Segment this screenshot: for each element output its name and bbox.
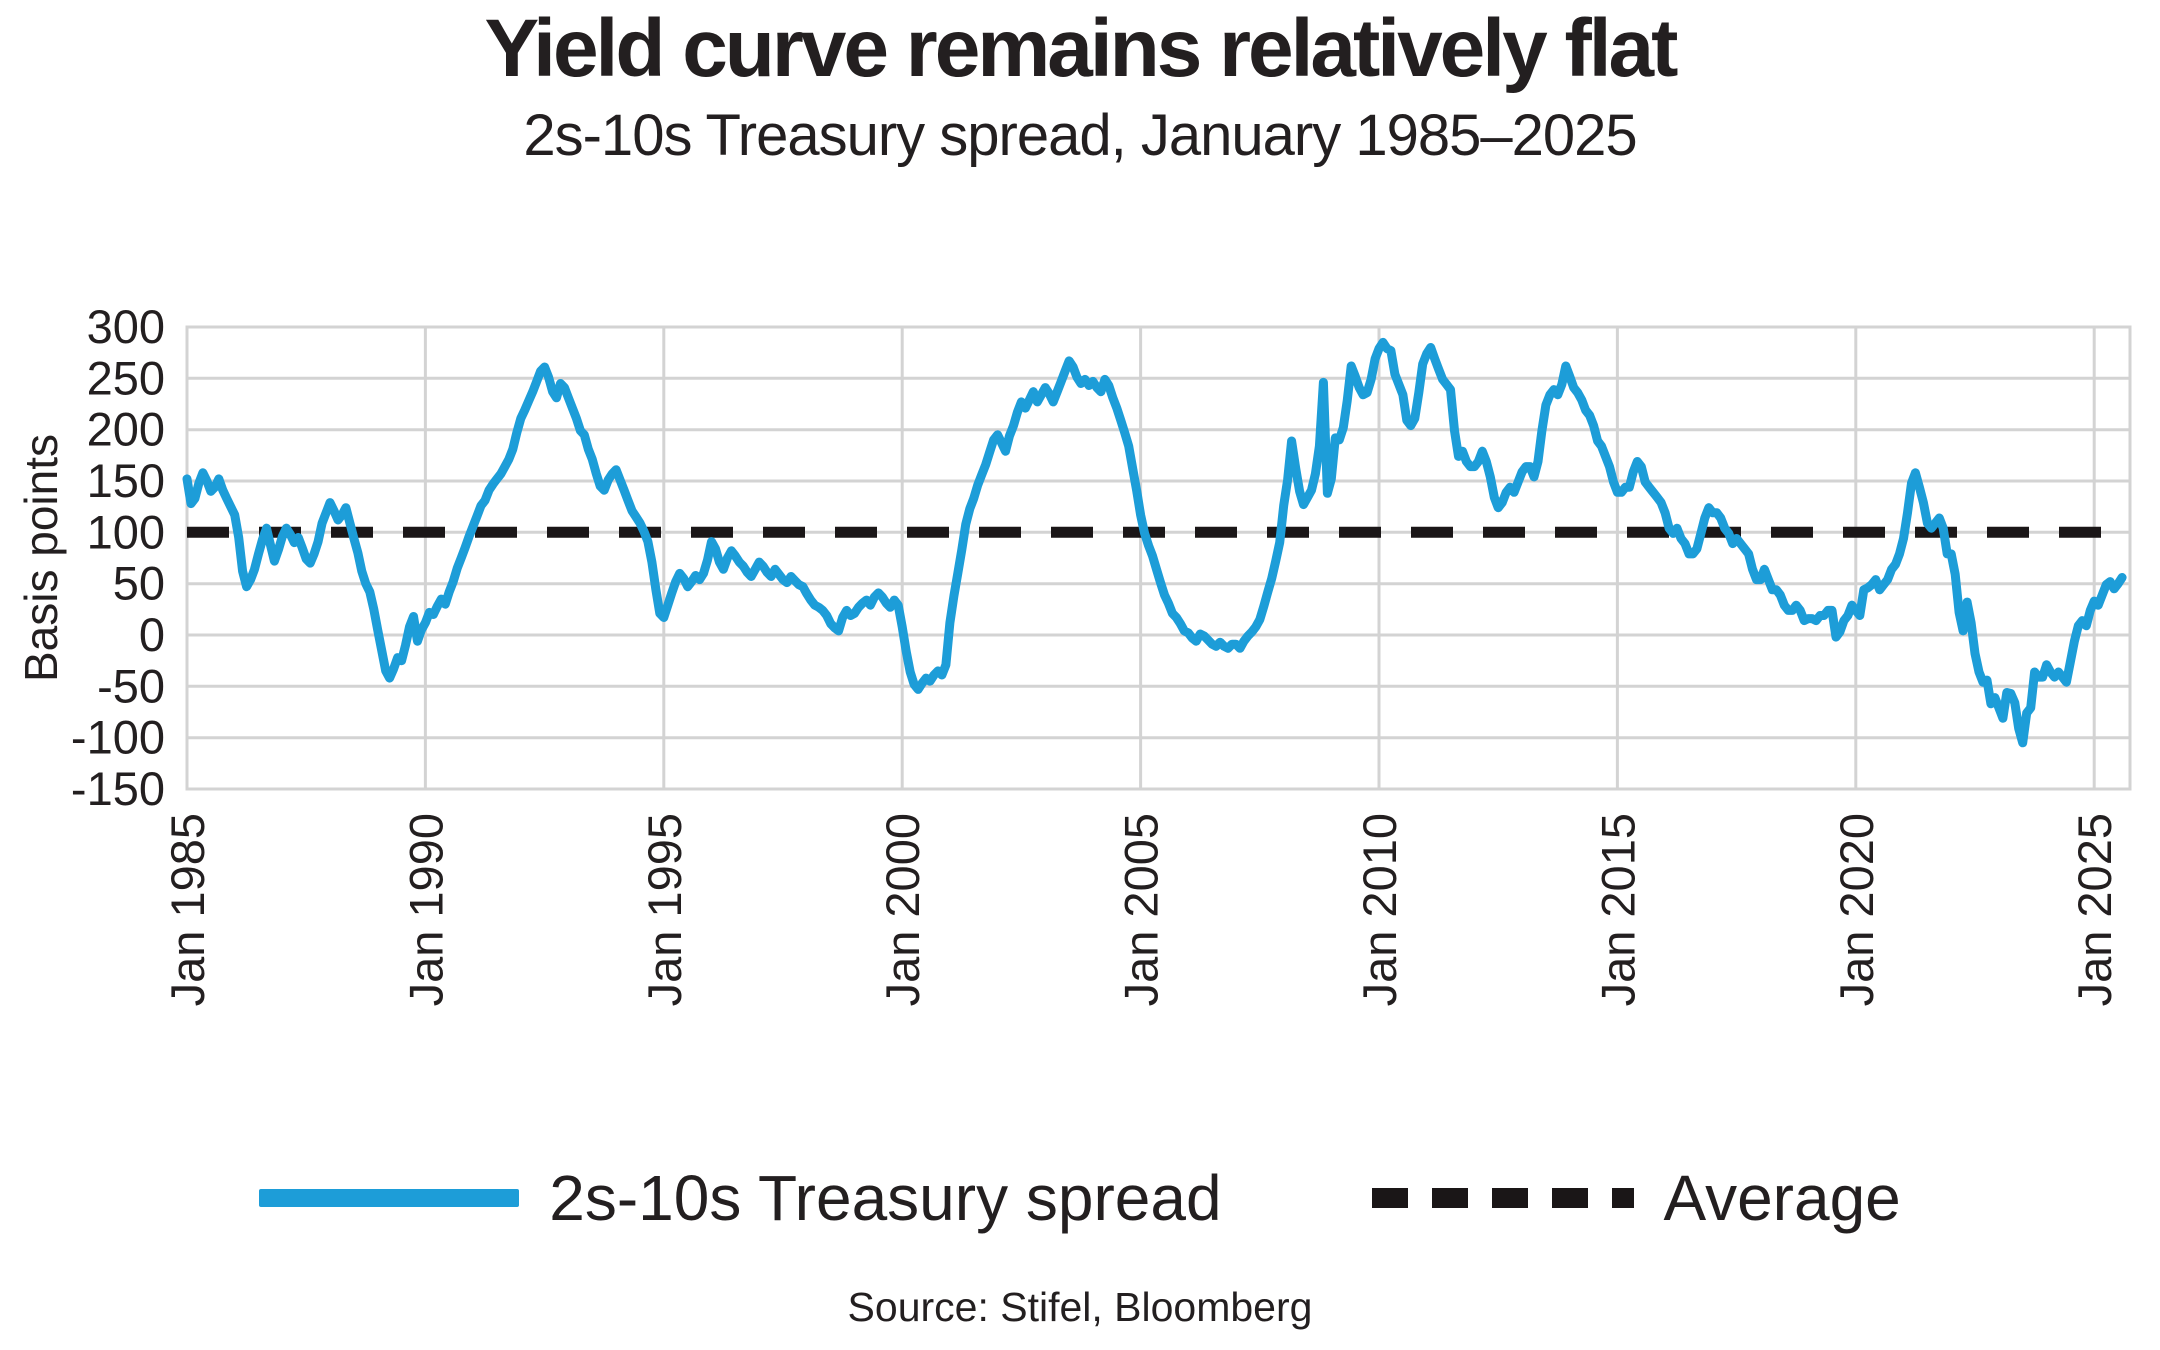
plot-border — [185, 325, 2132, 791]
x-tick-label: Jan 2025 — [2068, 813, 2121, 1006]
x-tick-label: Jan 2010 — [1353, 813, 1406, 1006]
y-tick-label: 200 — [87, 403, 165, 456]
y-tick-label: -50 — [97, 659, 165, 712]
y-tick-label: 50 — [113, 557, 165, 610]
y-tick-label: -150 — [71, 762, 165, 815]
legend: 2s-10s Treasury spread Average — [0, 1148, 2160, 1248]
legend-item-spread: 2s-10s Treasury spread — [259, 1161, 1222, 1235]
x-tick-label: Jan 2000 — [876, 813, 929, 1006]
y-tick-label: 0 — [139, 608, 165, 661]
spread-series-line — [182, 337, 2127, 748]
y-tick-label: 150 — [87, 454, 165, 507]
x-tick-label: Jan 2005 — [1115, 813, 1168, 1006]
average-line-swatch — [1371, 1188, 1634, 1208]
source-note: Source: Stifel, Bloomberg — [847, 1284, 1313, 1330]
x-tick-label: Jan 2020 — [1830, 813, 1883, 1006]
legend-item-average: Average — [1371, 1161, 1901, 1235]
chart-subtitle: 2s-10s Treasury spread, January 1985–202… — [523, 103, 1637, 168]
y-tick-label: 100 — [87, 505, 165, 558]
y-tick-label: 300 — [87, 300, 165, 353]
chart-title: Yield curve remains relatively flat — [484, 3, 1679, 94]
spread-line-swatch — [259, 1189, 520, 1207]
x-tick-label: Jan 2015 — [1591, 813, 1644, 1006]
y-tick-label: 250 — [87, 351, 165, 404]
x-tick-label: Jan 1985 — [161, 813, 214, 1006]
legend-label-average: Average — [1663, 1162, 1901, 1234]
y-tick-label: -100 — [71, 711, 165, 764]
x-tick-label: Jan 1990 — [399, 813, 452, 1006]
x-tick-label: Jan 1995 — [638, 813, 691, 1006]
legend-label-spread: 2s-10s Treasury spread — [549, 1162, 1222, 1234]
